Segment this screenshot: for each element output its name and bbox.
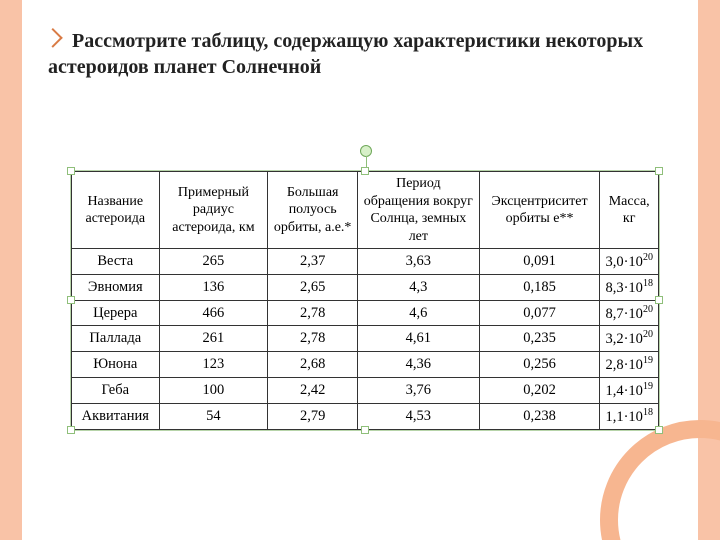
cell-axis: 2,42 — [268, 378, 358, 404]
cell-ecc: 0,238 — [479, 403, 600, 429]
cell-axis: 2,65 — [268, 274, 358, 300]
cell-period: 4,3 — [358, 274, 480, 300]
cell-ecc: 0,202 — [479, 378, 600, 404]
resize-handle[interactable] — [361, 426, 369, 434]
col-radius: Примерный радиус астероида, км — [159, 172, 268, 249]
cell-radius: 466 — [159, 300, 268, 326]
resize-handle[interactable] — [655, 296, 663, 304]
resize-handle[interactable] — [67, 296, 75, 304]
cell-axis: 2,68 — [268, 352, 358, 378]
table-row: Веста2652,373,630,0913,0·1020 — [72, 249, 659, 275]
col-name: Название астероида — [72, 172, 160, 249]
resize-handle[interactable] — [655, 167, 663, 175]
cell-mass: 8,7·1020 — [600, 300, 659, 326]
asteroid-table: Название астероида Примерный радиус асте… — [71, 171, 659, 430]
cell-axis: 2,78 — [268, 326, 358, 352]
cell-ecc: 0,256 — [479, 352, 600, 378]
resize-handle[interactable] — [361, 167, 369, 175]
col-mass: Масса, кг — [600, 172, 659, 249]
table-row: Юнона1232,684,360,2562,8·1019 — [72, 352, 659, 378]
cell-mass: 2,8·1019 — [600, 352, 659, 378]
asteroid-table-frame[interactable]: Название астероида Примерный радиус асте… — [70, 170, 660, 431]
cell-axis: 2,79 — [268, 403, 358, 429]
cell-mass: 3,0·1020 — [600, 249, 659, 275]
corner-arc — [600, 420, 720, 540]
table-row: Геба1002,423,760,2021,4·1019 — [72, 378, 659, 404]
bullet-text: Рассмотрите таблицу, содержащую характер… — [48, 30, 643, 78]
cell-axis: 2,78 — [268, 300, 358, 326]
cell-radius: 261 — [159, 326, 268, 352]
rotate-handle[interactable] — [360, 145, 372, 157]
cell-period: 4,53 — [358, 403, 480, 429]
table-row: Церера4662,784,60,0778,7·1020 — [72, 300, 659, 326]
cell-mass: 1,1·1018 — [600, 403, 659, 429]
cell-name: Паллада — [72, 326, 160, 352]
col-axis: Большая полуось орбиты, а.е.* — [268, 172, 358, 249]
resize-handle[interactable] — [655, 426, 663, 434]
table-header-row: Название астероида Примерный радиус асте… — [72, 172, 659, 249]
cell-ecc: 0,235 — [479, 326, 600, 352]
resize-handle[interactable] — [67, 167, 75, 175]
cell-ecc: 0,091 — [479, 249, 600, 275]
cell-mass: 8,3·1018 — [600, 274, 659, 300]
cell-radius: 100 — [159, 378, 268, 404]
cell-ecc: 0,077 — [479, 300, 600, 326]
table-row: Паллада2612,784,610,2353,2·1020 — [72, 326, 659, 352]
bullet-paragraph: Рассмотрите таблицу, содержащую характер… — [48, 28, 672, 80]
cell-name: Аквитания — [72, 403, 160, 429]
cell-axis: 2,37 — [268, 249, 358, 275]
cell-radius: 123 — [159, 352, 268, 378]
col-period: Период обращения вокруг Солнца, земных л… — [358, 172, 480, 249]
cell-mass: 1,4·1019 — [600, 378, 659, 404]
cell-period: 3,63 — [358, 249, 480, 275]
cell-period: 4,61 — [358, 326, 480, 352]
table-row: Эвномия1362,654,30,1858,3·1018 — [72, 274, 659, 300]
cell-radius: 265 — [159, 249, 268, 275]
cell-radius: 54 — [159, 403, 268, 429]
cell-period: 4,36 — [358, 352, 480, 378]
cell-ecc: 0,185 — [479, 274, 600, 300]
cell-name: Церера — [72, 300, 160, 326]
resize-handle[interactable] — [67, 426, 75, 434]
cell-name: Веста — [72, 249, 160, 275]
accent-bar-left — [0, 0, 22, 540]
cell-name: Юнона — [72, 352, 160, 378]
cell-mass: 3,2·1020 — [600, 326, 659, 352]
cell-radius: 136 — [159, 274, 268, 300]
cell-name: Эвномия — [72, 274, 160, 300]
col-ecc: Эксцентриситет орбиты e** — [479, 172, 600, 249]
cell-period: 3,76 — [358, 378, 480, 404]
cell-period: 4,6 — [358, 300, 480, 326]
bullet-icon — [43, 28, 63, 48]
cell-name: Геба — [72, 378, 160, 404]
